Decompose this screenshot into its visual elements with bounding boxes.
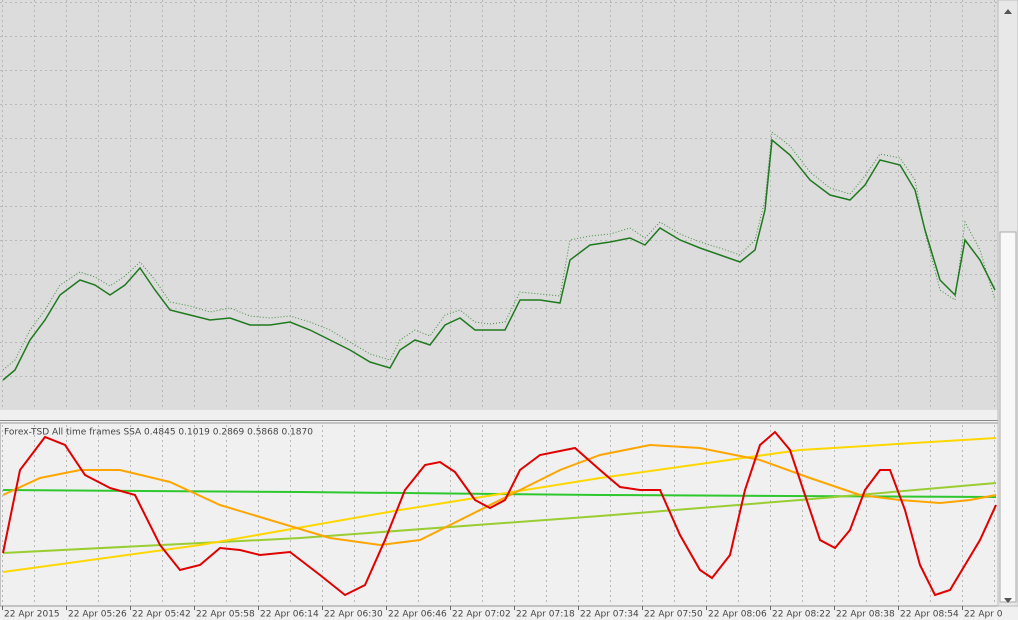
time-label: 22 Apr 07:50 [644,610,703,620]
scroll-down[interactable] [1004,598,1012,603]
ssa-green [2,489,997,498]
price-bars [2,138,996,381]
time-label: 22 Apr 06:14 [260,610,319,620]
time-label: 22 Apr 06:46 [388,610,447,620]
time-label: 22 Apr 07:18 [516,610,575,620]
time-label: 22 Apr 05:42 [132,610,191,620]
time-label: 22 Apr 08:54 [900,610,959,620]
scroll-thumb[interactable] [999,231,1017,603]
scroll-up[interactable] [1004,9,1012,14]
price-bars-range [2,131,996,371]
indicator-label: Forex-TSD All time frames SSA 0.4845 0.1… [4,428,313,438]
ssa-orange [2,443,997,547]
time-label: 22 Apr 06:30 [324,610,383,620]
time-label: 22 Apr 07:34 [580,610,639,620]
ssa-yellow [2,437,997,573]
price-grid-h [0,0,998,410]
indicator-grid [0,423,998,606]
time-label: 22 Apr 08:06 [708,610,767,620]
time-label: 22 Apr 07:02 [452,610,511,620]
time-label: 22 Apr 08:22 [772,610,831,620]
time-label: 22 Apr 2015 [4,610,60,620]
ssa-red [2,430,997,597]
time-label: 22 Apr 08:38 [836,610,895,620]
time-label: 22 Apr 0 [964,610,1003,620]
ssa-lightgreen [2,482,997,554]
time-label: 22 Apr 05:58 [196,610,255,620]
time-label: 22 Apr 05:26 [68,610,127,620]
indicator-lines [2,430,997,597]
time-axis: 22 Apr 2015 22 Apr 05:26 22 Apr 05:42 22 Ap… [2,606,1003,620]
